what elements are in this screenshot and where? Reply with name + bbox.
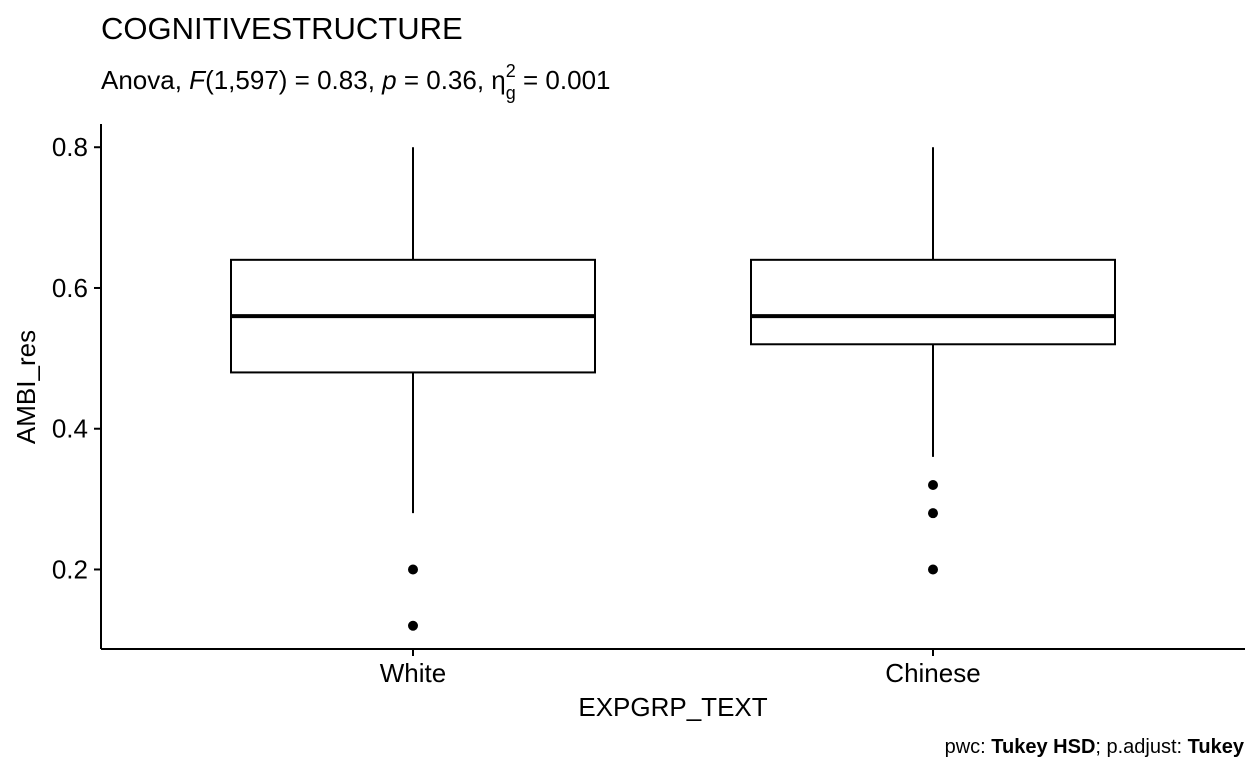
box-iqr [750, 258, 1116, 346]
outlier-point [928, 508, 938, 519]
subtitle-stat-symbol: F [189, 65, 207, 95]
subtitle-p-value: = 0.36, [397, 65, 492, 95]
y-tick-label: 0.6 [52, 273, 88, 303]
subtitle-effect-symbol: η [491, 65, 505, 95]
box-plots [230, 147, 1116, 631]
chart-title: COGNITIVESTRUCTURE [101, 11, 463, 46]
x-tick-label: White [380, 658, 446, 688]
x-tick-label: Chinese [885, 658, 980, 688]
outlier-point [408, 620, 418, 631]
x-axis-label: EXPGRP_TEXT [578, 692, 767, 722]
caption-adjust-value: Tukey [1188, 736, 1245, 758]
outlier-point [928, 480, 938, 491]
box-chinese [750, 147, 1116, 575]
subtitle-effect-superscript: 2 [506, 61, 516, 81]
chart-subtitle: Anova, F(1,597) = 0.83, p = 0.36, η2 g = … [101, 61, 611, 103]
caption-pwc-value: Tukey HSD [991, 736, 1095, 758]
caption-separator: ; p.adjust: [1095, 736, 1187, 758]
y-axis-ticks: 0.2 0.4 0.6 0.8 [52, 132, 101, 584]
y-tick-label: 0.2 [52, 554, 88, 584]
subtitle-effect-subscript: g [506, 83, 516, 103]
chart-caption: pwc: Tukey HSD; p.adjust: Tukey [945, 736, 1245, 758]
subtitle-effect-value: = 0.001 [516, 65, 611, 95]
box-white [230, 147, 596, 631]
outlier-point [408, 564, 418, 575]
subtitle-df: (1,597) [205, 65, 287, 95]
caption-pwc-label: pwc: [945, 736, 992, 758]
outlier-point [928, 564, 938, 575]
x-axis-ticks: White Chinese [380, 649, 981, 688]
subtitle-prefix: Anova, [101, 65, 189, 95]
subtitle-stat-value: = 0.83, [287, 65, 382, 95]
y-tick-label: 0.4 [52, 414, 88, 444]
subtitle-p-symbol: p [381, 65, 396, 95]
y-axis-label: AMBI_res [11, 330, 41, 444]
y-tick-label: 0.8 [52, 132, 88, 162]
